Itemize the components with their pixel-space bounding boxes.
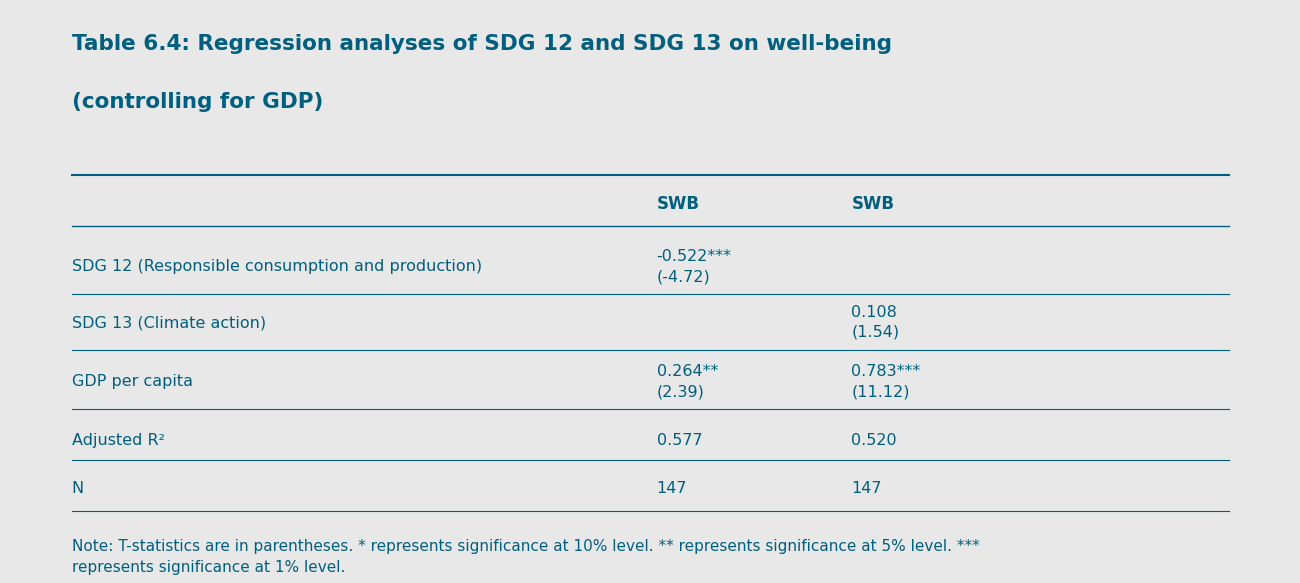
- Text: 147: 147: [656, 482, 686, 497]
- Text: 0.577: 0.577: [656, 433, 702, 448]
- Text: SDG 13 (Climate action): SDG 13 (Climate action): [72, 315, 265, 330]
- Text: (controlling for GDP): (controlling for GDP): [72, 92, 322, 112]
- Text: SWB: SWB: [852, 195, 894, 213]
- Text: N: N: [72, 482, 83, 497]
- Text: Table 6.4: Regression analyses of SDG 12 and SDG 13 on well-being: Table 6.4: Regression analyses of SDG 12…: [72, 34, 892, 54]
- Text: Note: T-statistics are in parentheses. * represents significance at 10% level. *: Note: T-statistics are in parentheses. *…: [72, 539, 979, 575]
- Text: 0.264**
(2.39): 0.264** (2.39): [656, 364, 718, 399]
- Text: SWB: SWB: [656, 195, 699, 213]
- Text: -0.522***
(-4.72): -0.522*** (-4.72): [656, 250, 732, 285]
- Text: 0.520: 0.520: [852, 433, 897, 448]
- Text: 0.108
(1.54): 0.108 (1.54): [852, 305, 900, 340]
- Text: 0.783***
(11.12): 0.783*** (11.12): [852, 364, 920, 399]
- Text: GDP per capita: GDP per capita: [72, 374, 192, 389]
- Text: Adjusted R²: Adjusted R²: [72, 433, 164, 448]
- Text: 147: 147: [852, 482, 881, 497]
- Text: SDG 12 (Responsible consumption and production): SDG 12 (Responsible consumption and prod…: [72, 259, 481, 275]
